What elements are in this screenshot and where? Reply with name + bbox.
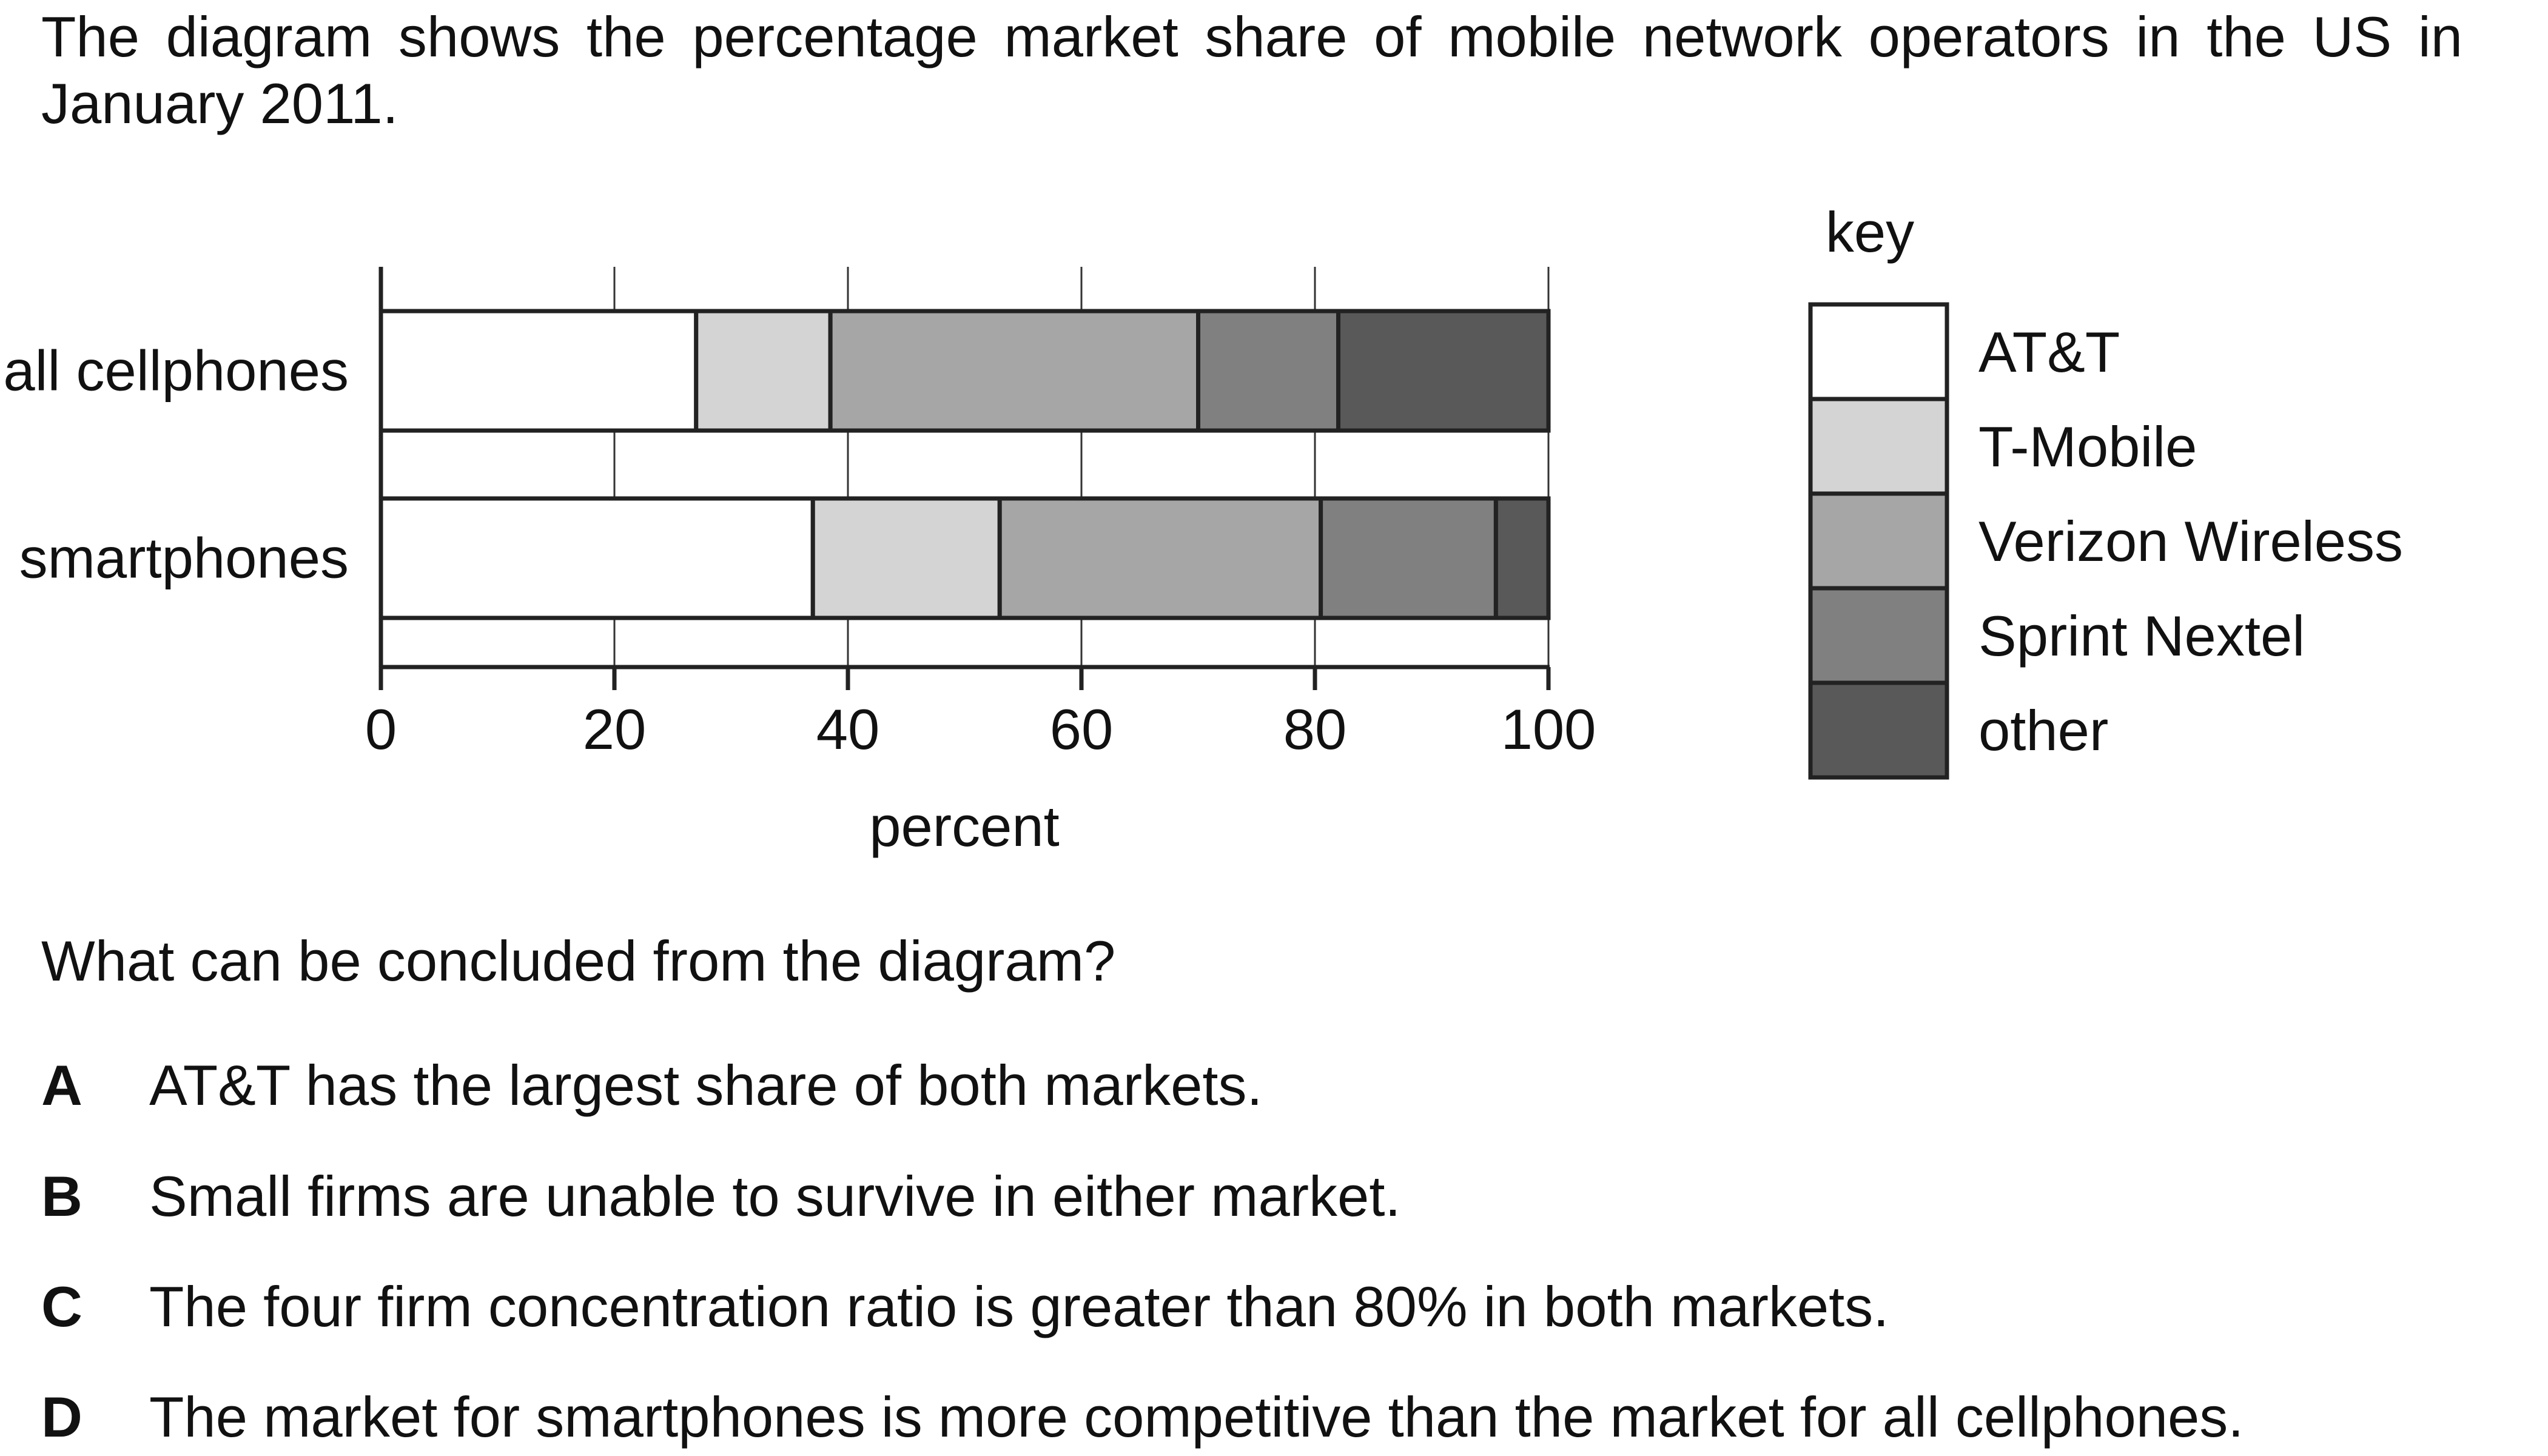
bar-segment bbox=[378, 309, 699, 433]
option-text: AT&T has the largest share of both marke… bbox=[149, 1053, 1263, 1117]
x-axis: 0 20 40 60 80 100 bbox=[365, 267, 1596, 761]
option-letter: C bbox=[41, 1275, 82, 1338]
stacked-bar-chart: 0 20 40 60 80 100 all cellphones smartphones p… bbox=[3, 200, 2403, 858]
option-text: The four firm concentration ratio is gre… bbox=[149, 1275, 1889, 1338]
legend-swatch bbox=[1808, 491, 1949, 591]
x-tick-label: 80 bbox=[1283, 697, 1347, 761]
legend-title: key bbox=[1826, 200, 1914, 264]
bar-segment bbox=[1196, 309, 1340, 433]
bar-segment bbox=[694, 309, 833, 433]
legend-label: Verizon Wireless bbox=[1978, 509, 2403, 573]
bar-segment bbox=[1336, 309, 1551, 433]
bar-segment bbox=[1319, 496, 1498, 620]
option-letter: D bbox=[41, 1385, 82, 1449]
bar-segment bbox=[997, 496, 1323, 620]
category-labels: all cellphones smartphones bbox=[3, 339, 349, 590]
x-tick-label: 20 bbox=[583, 697, 647, 761]
x-tick-label: 60 bbox=[1050, 697, 1114, 761]
category-label: all cellphones bbox=[3, 339, 349, 403]
x-tick-label: 0 bbox=[365, 697, 397, 761]
legend: AT&T T-Mobile Verizon Wireless Sprint Nexte… bbox=[1808, 302, 2403, 780]
x-tick-label: 100 bbox=[1501, 697, 1596, 761]
option-letter: A bbox=[41, 1053, 82, 1117]
legend-label: Sprint Nextel bbox=[1978, 604, 2305, 668]
question-text: What can be concluded from the diagram? bbox=[41, 929, 1116, 993]
bar-segment bbox=[810, 496, 1002, 620]
legend-label: other bbox=[1978, 699, 2108, 762]
legend-label: T-Mobile bbox=[1978, 415, 2197, 478]
legend-swatch bbox=[1808, 680, 1949, 780]
legend-swatch bbox=[1808, 302, 1949, 401]
bar-segment bbox=[828, 309, 1200, 433]
legend-swatch bbox=[1808, 397, 1949, 496]
option-text: The market for smartphones is more compe… bbox=[149, 1385, 2244, 1449]
legend-swatch bbox=[1808, 586, 1949, 685]
intro-text: The diagram shows the percentage market … bbox=[41, 5, 2462, 135]
bar-segment bbox=[378, 496, 815, 620]
x-tick-label: 40 bbox=[816, 697, 880, 761]
x-axis-label: percent bbox=[869, 794, 1060, 858]
category-label: smartphones bbox=[19, 526, 349, 590]
bar-segment bbox=[1493, 496, 1551, 620]
option-letter: B bbox=[41, 1164, 82, 1228]
bars bbox=[378, 309, 1551, 620]
legend-label: AT&T bbox=[1978, 320, 2120, 384]
option-text: Small firms are unable to survive in eit… bbox=[149, 1164, 1401, 1228]
